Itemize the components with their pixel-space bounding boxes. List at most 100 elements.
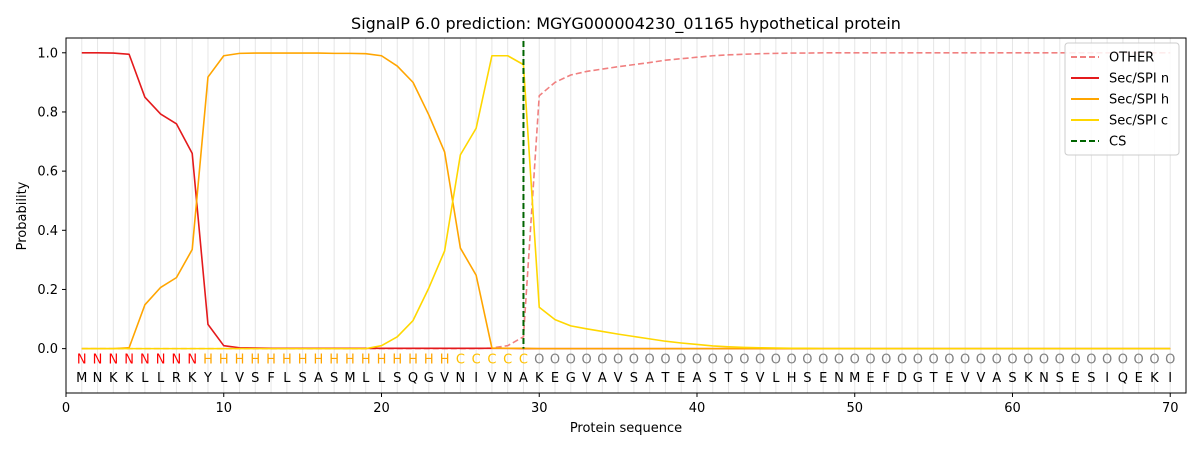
residue-label: Q xyxy=(408,371,418,386)
region-label: N xyxy=(77,352,87,367)
residue-label: N xyxy=(455,371,465,386)
region-label: O xyxy=(771,352,781,367)
region-label: H xyxy=(392,352,402,367)
region-label: N xyxy=(140,352,150,367)
region-label: O xyxy=(613,352,623,367)
legend-box xyxy=(1064,42,1180,156)
x-tick-label: 10 xyxy=(215,401,232,416)
residue-label: G xyxy=(424,371,434,386)
region-label: O xyxy=(881,352,891,367)
residue-label: E xyxy=(945,371,953,386)
residue-label: Q xyxy=(1118,371,1128,386)
x-tick-label: 30 xyxy=(531,401,548,416)
y-tick-label: 1.0 xyxy=(37,46,58,61)
region-label: H xyxy=(219,352,229,367)
legend-label-sec-spi-n: Sec/SPI n xyxy=(1109,72,1169,87)
residue-label: I xyxy=(474,371,478,386)
residue-label: N xyxy=(1039,371,1049,386)
residue-label: I xyxy=(1168,371,1172,386)
region-label: O xyxy=(897,352,907,367)
residue-label: T xyxy=(660,371,669,386)
axes: 0 10 20 30 40 50 60 70 0.0 0.2 0.4 0.6 0.8 1.0 xyxy=(37,46,1178,416)
legend-label-sec-spi-h: Sec/SPI h xyxy=(1109,93,1169,108)
region-label: O xyxy=(1134,352,1144,367)
region-label: O xyxy=(1039,352,1049,367)
residue-label: K xyxy=(125,371,134,386)
region-label: O xyxy=(1149,352,1159,367)
region-label: O xyxy=(1007,352,1017,367)
residue-label: L xyxy=(141,371,149,386)
region-label: O xyxy=(534,352,544,367)
y-tick-label: 0.0 xyxy=(37,342,58,357)
residue-label: L xyxy=(220,371,228,386)
residue-label: K xyxy=(1024,371,1033,386)
region-label: O xyxy=(723,352,733,367)
region-label: N xyxy=(156,352,166,367)
residue-label: V xyxy=(235,371,244,386)
region-label: H xyxy=(440,352,450,367)
residue-label: D xyxy=(897,371,907,386)
y-tick-label: 0.6 xyxy=(37,165,58,180)
residue-label: T xyxy=(724,371,733,386)
grid-layer xyxy=(81,38,1171,393)
residue-label: K xyxy=(188,371,197,386)
residue-label: E xyxy=(866,371,874,386)
region-label: O xyxy=(992,352,1002,367)
region-label: O xyxy=(739,352,749,367)
residue-label: E xyxy=(551,371,559,386)
residue-label: V xyxy=(487,371,496,386)
residue-label: L xyxy=(772,371,780,386)
residue-label: V xyxy=(961,371,970,386)
residue-label: M xyxy=(849,371,860,386)
region-label: N xyxy=(172,352,182,367)
region-label: O xyxy=(566,352,576,367)
region-label: H xyxy=(424,352,434,367)
plot-border xyxy=(65,37,1187,394)
x-tick-label: 60 xyxy=(1004,401,1021,416)
x-axis-label: Protein sequence xyxy=(570,421,682,436)
y-tick-label: 0.8 xyxy=(37,105,58,120)
region-label: O xyxy=(928,352,938,367)
region-label: O xyxy=(550,352,560,367)
region-label: O xyxy=(1086,352,1096,367)
residue-label: S xyxy=(1008,371,1016,386)
y-axis-label: Probability xyxy=(15,181,30,250)
region-label: H xyxy=(377,352,387,367)
residue-label: V xyxy=(756,371,765,386)
y-tick-label: 0.4 xyxy=(37,224,58,239)
residue-label: T xyxy=(929,371,938,386)
residue-label: G xyxy=(566,371,576,386)
region-label: O xyxy=(755,352,765,367)
region-label: H xyxy=(329,352,339,367)
region-label: H xyxy=(298,352,308,367)
residue-label: N xyxy=(834,371,844,386)
region-label: H xyxy=(203,352,213,367)
region-label: O xyxy=(676,352,686,367)
series-line-sec-spi-n xyxy=(81,51,1171,350)
region-label: O xyxy=(913,352,923,367)
residue-label: F xyxy=(267,371,274,386)
legend-label-sec-spi-c: Sec/SPI c xyxy=(1109,114,1168,129)
region-label: O xyxy=(1023,352,1033,367)
x-tick-label: 50 xyxy=(846,401,863,416)
residue-label: A xyxy=(519,371,528,386)
residue-label: I xyxy=(1105,371,1109,386)
sequence-labels: NMNNNKNKNLNLNRNKHYHLHVHSHFHLHSHAHSHMHLHL… xyxy=(76,352,1175,385)
region-label: N xyxy=(187,352,197,367)
residue-label: H xyxy=(787,371,797,386)
region-label: O xyxy=(581,352,591,367)
residue-label: L xyxy=(378,371,386,386)
x-tick-label: 40 xyxy=(689,401,706,416)
residue-label: L xyxy=(157,371,165,386)
residue-label: S xyxy=(709,371,717,386)
region-label: O xyxy=(865,352,875,367)
region-label: O xyxy=(818,352,828,367)
legend-label-other: OTHER xyxy=(1109,51,1154,66)
region-label: H xyxy=(345,352,355,367)
region-label: O xyxy=(802,352,812,367)
residue-label: L xyxy=(362,371,370,386)
region-label: O xyxy=(645,352,655,367)
region-label: C xyxy=(472,352,481,367)
